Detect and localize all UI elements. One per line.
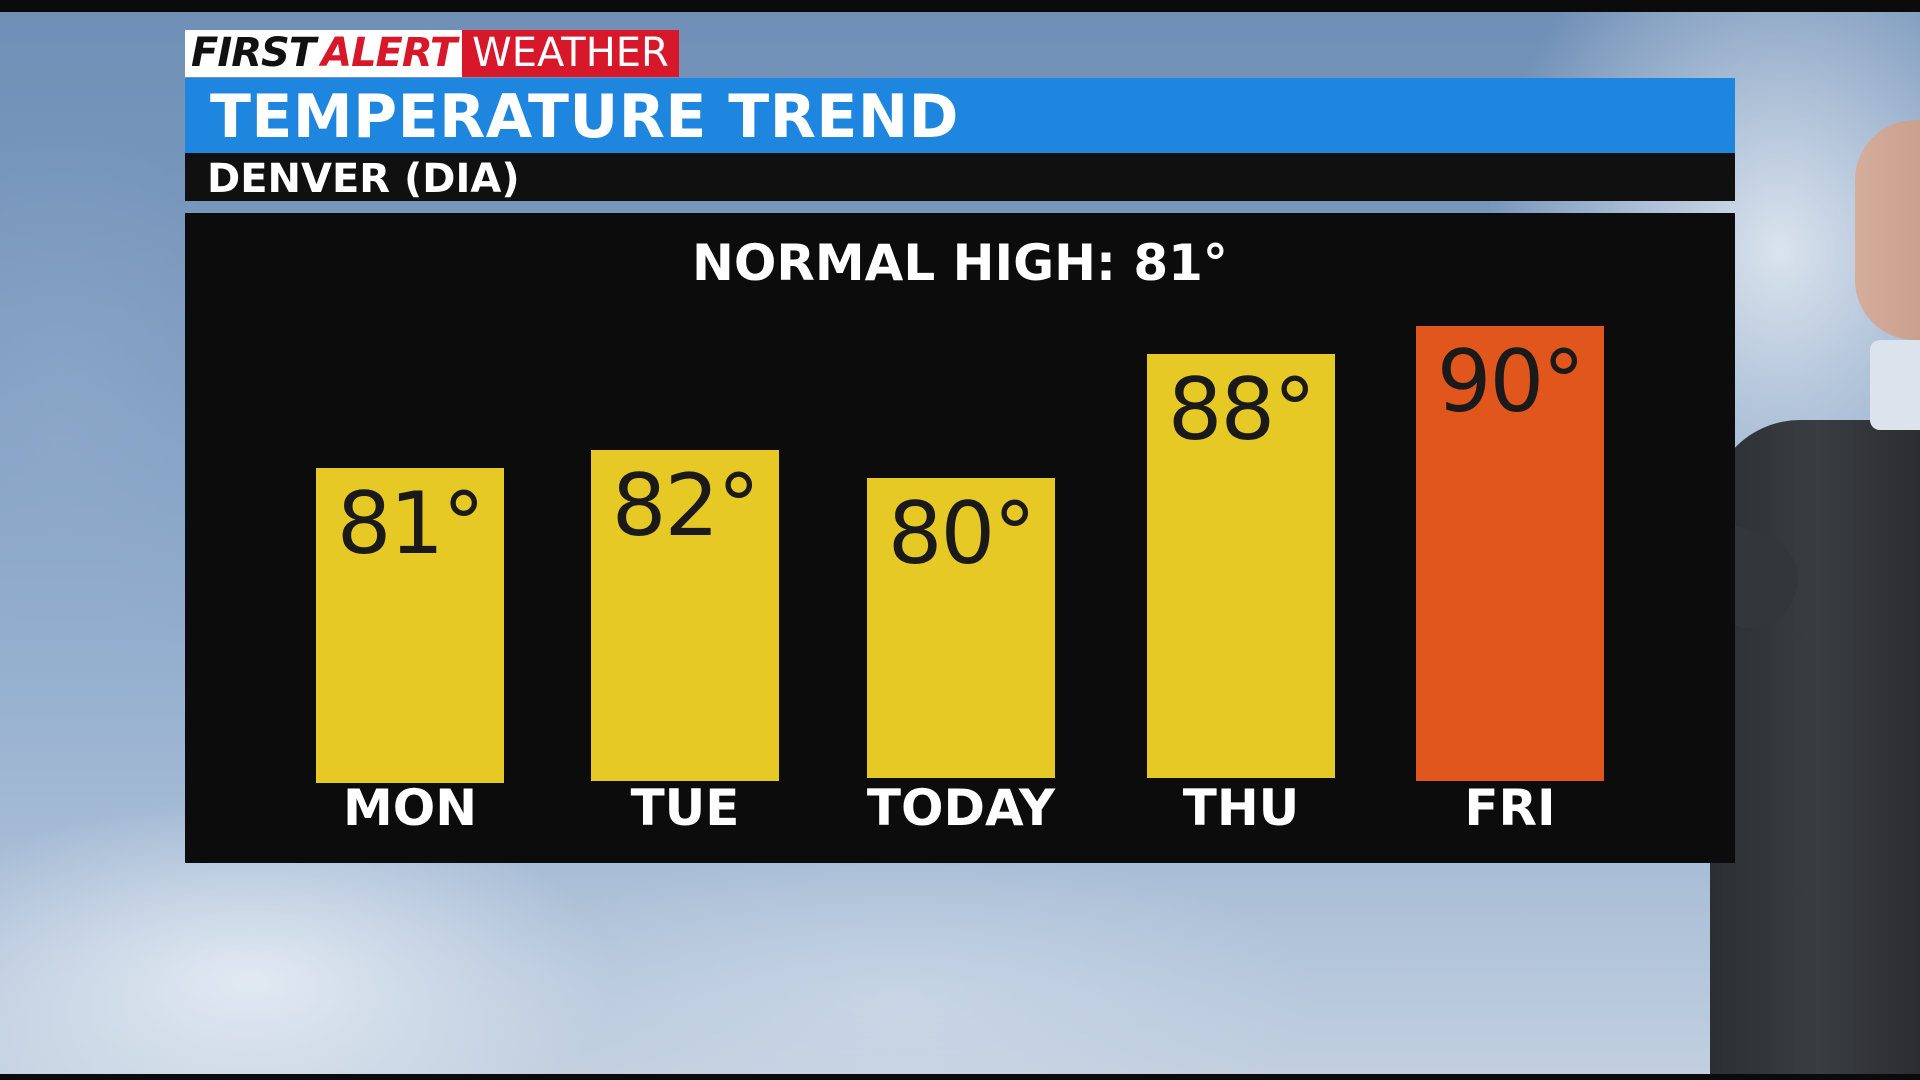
chart-title: TEMPERATURE TREND	[210, 82, 959, 152]
subtitle-bar: DENVER (DIA)	[185, 153, 1735, 202]
bar-value-label: 90°	[1436, 332, 1585, 432]
location-subtitle: DENVER (DIA)	[207, 156, 520, 202]
bar-tue: 82°	[591, 450, 779, 781]
bar-today: 80°	[867, 478, 1055, 778]
bar-mon: 81°	[316, 467, 504, 783]
bottom-letterbox	[0, 1074, 1920, 1080]
top-letterbox	[0, 0, 1920, 12]
bar-value-label: 81°	[336, 473, 485, 574]
day-label-today: TODAY	[866, 779, 1056, 837]
chart-panel: NORMAL HIGH: 81° 81° MON 82° TUE 80° TODAY 88°…	[185, 213, 1735, 863]
presenter-head	[1855, 120, 1920, 340]
brand-logo: FIRST ALERT WEATHER	[185, 30, 679, 77]
brand-weather: WEATHER	[462, 30, 679, 77]
day-label-fri: FRI	[1464, 779, 1556, 837]
normal-high-annotation: NORMAL HIGH: 81°	[692, 234, 1228, 292]
brand-first: FIRST	[185, 30, 320, 77]
bar-value-label: 82°	[611, 456, 760, 556]
bar-fri: 90°	[1416, 326, 1604, 781]
bar-value-label: 88°	[1167, 360, 1316, 460]
presenter-suit	[1710, 420, 1920, 1080]
bar-area: 81° MON 82° TUE 80° TODAY 88° THU 90° FRI	[185, 213, 1735, 863]
bar-value-label: 80°	[887, 484, 1036, 584]
day-label-mon: MON	[342, 779, 478, 837]
bar-thu: 88°	[1147, 354, 1335, 778]
brand-alert: ALERT	[319, 30, 463, 77]
day-label-tue: TUE	[630, 779, 740, 837]
day-label-thu: THU	[1182, 779, 1300, 837]
presenter-collar	[1870, 340, 1920, 430]
title-bar: TEMPERATURE TREND	[185, 78, 1735, 153]
